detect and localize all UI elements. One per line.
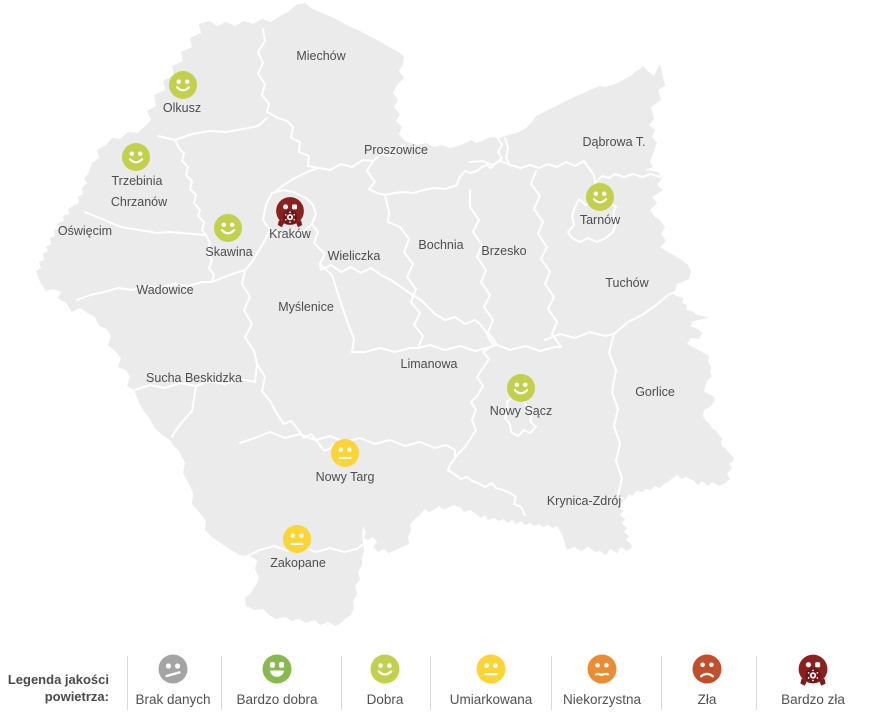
svg-text:powietrza:: powietrza: [45, 689, 109, 704]
svg-text:Zakopane: Zakopane [270, 556, 326, 570]
svg-text:Zła: Zła [698, 692, 717, 707]
svg-text:Niekorzystna: Niekorzystna [563, 692, 642, 707]
svg-text:Trzebinia: Trzebinia [112, 174, 163, 188]
svg-text:Nowy Sącz: Nowy Sącz [490, 404, 553, 418]
svg-text:Gorlice: Gorlice [635, 385, 675, 399]
svg-text:Sucha Beskidzka: Sucha Beskidzka [146, 371, 242, 385]
svg-text:Dąbrowa T.: Dąbrowa T. [583, 135, 646, 149]
svg-text:Proszowice: Proszowice [364, 143, 428, 157]
svg-text:Nowy Targ: Nowy Targ [316, 470, 375, 484]
svg-text:Oświęcim: Oświęcim [58, 224, 112, 238]
svg-text:Kraków: Kraków [269, 227, 312, 241]
svg-text:Olkusz: Olkusz [163, 101, 201, 115]
svg-text:Skawina: Skawina [205, 245, 252, 259]
svg-text:Myślenice: Myślenice [278, 300, 334, 314]
svg-text:Wadowice: Wadowice [136, 283, 193, 297]
svg-text:Legenda jakości: Legenda jakości [8, 672, 109, 687]
svg-text:Bardzo dobra: Bardzo dobra [236, 692, 318, 707]
svg-text:Tuchów: Tuchów [605, 276, 649, 290]
svg-text:Umiarkowana: Umiarkowana [450, 692, 533, 707]
svg-text:Brak danych: Brak danych [135, 692, 210, 707]
svg-text:Brzesko: Brzesko [481, 244, 526, 258]
svg-text:Dobra: Dobra [367, 692, 404, 707]
svg-text:Miechów: Miechów [296, 49, 346, 63]
svg-text:Wieliczka: Wieliczka [328, 249, 381, 263]
svg-text:Limanowa: Limanowa [401, 357, 458, 371]
svg-text:Tarnów: Tarnów [580, 213, 621, 227]
svg-text:Bardzo zła: Bardzo zła [781, 692, 845, 707]
svg-text:Krynica-Zdrój: Krynica-Zdrój [547, 494, 621, 508]
svg-text:Chrzanów: Chrzanów [111, 195, 168, 209]
svg-text:Bochnia: Bochnia [418, 238, 463, 252]
